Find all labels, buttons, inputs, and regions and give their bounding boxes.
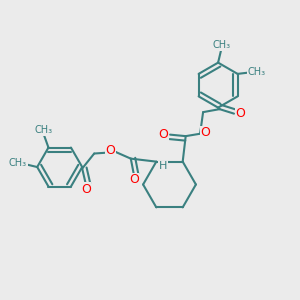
Text: CH₃: CH₃ <box>9 158 27 168</box>
Text: H: H <box>159 161 167 171</box>
Text: CH₃: CH₃ <box>212 40 230 50</box>
Text: CH₃: CH₃ <box>35 125 53 135</box>
Text: O: O <box>159 128 168 141</box>
Text: O: O <box>236 107 245 120</box>
Text: CH₃: CH₃ <box>248 68 266 77</box>
Text: O: O <box>106 144 115 157</box>
Text: O: O <box>201 126 210 139</box>
Text: O: O <box>81 183 91 196</box>
Text: O: O <box>129 173 139 186</box>
